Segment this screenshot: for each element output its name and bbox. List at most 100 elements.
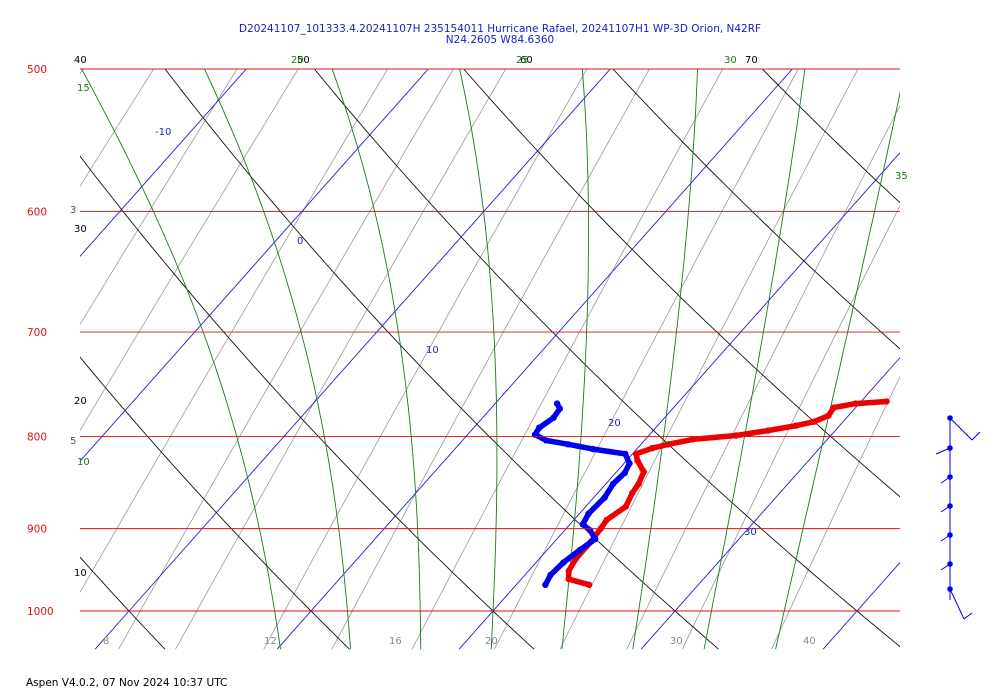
mixing-ratio-line — [494, 69, 799, 650]
dry-adiabat-label: 30 — [74, 224, 87, 235]
dewpoint-trace-point — [542, 581, 549, 588]
mixing-ratio-label: 12 — [264, 636, 277, 647]
dewpoint-trace-point — [586, 527, 594, 534]
mixing-ratio-line — [80, 69, 155, 187]
dry-adiabat-line — [80, 556, 166, 650]
pressure-label-500: 500 — [27, 64, 47, 76]
mixing-ratio-line — [175, 69, 507, 650]
dry-adiabat-line — [761, 69, 900, 204]
dry-adiabat-label: 40 — [74, 55, 87, 66]
wind-barb-flag — [940, 534, 951, 542]
isotherm-label: 10 — [426, 345, 439, 356]
mixing-ratio-label: 8 — [103, 636, 109, 647]
moist-adiabat-line — [204, 69, 351, 650]
moist-adiabat-label: 10 — [77, 457, 90, 468]
mixing-ratio-line — [559, 69, 859, 650]
pressure-label-900: 900 — [27, 524, 47, 536]
moist-adiabat-label: 20 — [291, 55, 304, 66]
chart-title: D20241107_101333.4.20241107H 235154011 H… — [238, 23, 762, 35]
mixing-ratio-line — [411, 69, 724, 650]
temperature-trace-point — [565, 567, 572, 575]
temperature-trace-point — [830, 404, 837, 411]
dewpoint-trace-point — [536, 424, 543, 431]
moist-adiabat-label: 3 — [70, 205, 76, 216]
dewpoint-trace-point — [609, 480, 617, 488]
wind-barb-flag — [963, 612, 973, 620]
temperature-trace-point — [665, 441, 672, 448]
mixing-ratio-label: 20 — [485, 636, 498, 647]
footer-version: Aspen V4.0.2, 07 Nov 2024 10:37 UTC — [26, 677, 228, 689]
mixing-ratio-line — [263, 69, 588, 650]
chart-subtitle: N24.2605 W84.6360 — [445, 34, 555, 46]
moist-adiabat-line — [632, 69, 698, 650]
wind-barb-flag — [940, 563, 951, 571]
mixing-ratio-label: 16 — [389, 636, 402, 647]
mixing-ratio-line — [80, 69, 84, 75]
dewpoint-trace-point — [550, 414, 557, 421]
temperature-trace-point — [810, 418, 818, 425]
dewpoint-trace-point — [553, 400, 561, 407]
dewpoint-trace-point — [576, 546, 584, 554]
mixing-ratio-label: 30 — [670, 636, 683, 647]
wind-barb-shaft — [949, 588, 965, 620]
dry-adiabat-line — [828, 0, 1000, 649]
mixing-ratio-line — [80, 69, 389, 594]
temperature-trace-point — [629, 489, 636, 497]
dewpoint-trace-point — [565, 441, 572, 448]
dewpoint-trace-point — [579, 521, 586, 528]
dewpoint-trace-point — [626, 460, 633, 467]
dewpoint-trace-point — [621, 469, 628, 476]
pressure-label-800: 800 — [27, 432, 47, 444]
dry-adiabat-line — [463, 69, 900, 498]
dewpoint-trace-point — [547, 571, 554, 579]
temperature-trace-point — [825, 412, 832, 419]
dewpoint-trace-point — [622, 450, 629, 458]
temperature-trace-point — [603, 516, 610, 524]
dry-adiabat-line — [973, 0, 1000, 649]
moist-adiabat-label: 25 — [516, 55, 529, 66]
moist-adiabat-label: 30 — [724, 55, 737, 66]
temperature-trace-point — [689, 436, 696, 443]
moist-adiabat-label: 35 — [895, 171, 908, 182]
wind-barb-flag — [971, 431, 981, 441]
dry-adiabat-label: 10 — [74, 568, 87, 579]
dry-adiabat-line — [612, 69, 900, 350]
dry-adiabat-label-top: 50 — [297, 55, 310, 66]
temperature-trace-point — [634, 457, 641, 464]
temperature-trace-point — [852, 400, 859, 407]
mixing-ratio-line — [771, 375, 900, 650]
dry-adiabat-line — [313, 69, 900, 648]
mixing-ratio-line — [682, 205, 900, 650]
mixing-ratio-line — [331, 69, 650, 650]
pressure-label-700: 700 — [27, 327, 47, 339]
temperature-trace-point — [792, 422, 800, 429]
temperature-trace-point — [883, 398, 890, 405]
isotherm-line — [80, 69, 247, 257]
mixing-ratio-line — [80, 69, 299, 432]
isotherm-label: 0 — [297, 236, 303, 247]
pressure-label-1000: 1000 — [27, 606, 54, 618]
temperature-trace-point — [622, 503, 629, 510]
isotherm-label: 20 — [608, 418, 621, 429]
dewpoint-trace-point — [589, 445, 597, 453]
isotherm-line — [0, 0, 137, 649]
dewpoint-trace-point — [543, 437, 550, 444]
isotherm-line — [94, 69, 611, 650]
moist-adiabat-line — [703, 69, 806, 650]
dewpoint-trace-point — [556, 405, 563, 412]
dewpoint-trace-point — [592, 535, 599, 543]
dewpoint-trace-point — [560, 559, 567, 566]
isotherm-label: 30 — [744, 527, 757, 538]
temperature-trace-point — [733, 432, 740, 439]
wind-barb-flag — [940, 476, 951, 484]
isotherm-label: -10 — [155, 127, 171, 138]
dry-adiabat-label-top: 60 — [520, 55, 533, 66]
mixing-ratio-line — [80, 69, 238, 326]
pressure-label-600: 600 — [27, 207, 47, 219]
moist-adiabat-line — [459, 69, 498, 650]
temperature-trace-point — [649, 445, 656, 452]
isotherm-line — [276, 69, 793, 650]
isotherm-line — [640, 356, 900, 650]
dewpoint-trace-point — [585, 510, 592, 517]
